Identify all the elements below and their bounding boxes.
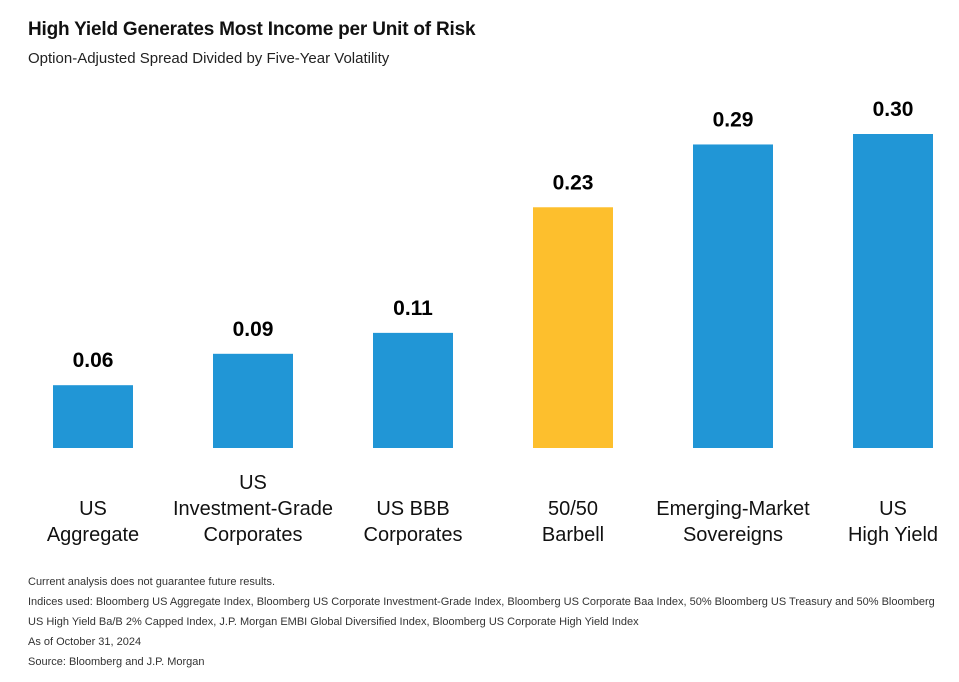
category-label-3-line-1: Barbell [542, 524, 604, 546]
bar-1 [213, 353, 293, 448]
disclaimer-note: Current analysis does not guarantee futu… [28, 576, 276, 588]
chart-subtitle: Option-Adjusted Spread Divided by Five-Y… [28, 50, 390, 67]
category-label-0-line-0: US [79, 498, 107, 520]
value-label-5: 0.30 [873, 98, 914, 121]
value-label-3: 0.23 [553, 171, 594, 194]
bar-4 [693, 144, 773, 448]
source-note: Source: Bloomberg and J.P. Morgan [28, 656, 205, 668]
footnotes: Current analysis does not guarantee futu… [28, 572, 943, 672]
bar-chart: 0.06 US Aggregate 0.09 US Investment-Grade Cor… [47, 98, 938, 546]
category-label-3-line-0: 50/50 [548, 498, 598, 520]
category-label-1-line-1: Investment-Grade [173, 498, 333, 520]
category-label-5-line-0: US [879, 498, 907, 520]
value-label-2: 0.11 [393, 297, 433, 320]
bar-0 [53, 385, 133, 448]
category-label-1-line-2: Corporates [204, 524, 303, 546]
value-label-0: 0.06 [73, 349, 114, 372]
category-label-4-line-0: Emerging-Market [656, 498, 810, 520]
category-label-2-line-1: Corporates [364, 524, 463, 546]
category-label-0-line-1: Aggregate [47, 524, 139, 546]
value-label-1: 0.09 [233, 318, 274, 341]
as-of-note: As of October 31, 2024 [28, 636, 142, 648]
category-label-1-line-0: US [239, 472, 267, 494]
category-label-4-line-1: Sovereigns [683, 524, 783, 546]
indices-note: Indices used: Bloomberg US Aggregate Ind… [28, 596, 935, 628]
category-label-2-line-0: US BBB [376, 498, 449, 520]
bar-5 [853, 134, 933, 448]
category-label-5-line-1: High Yield [848, 524, 938, 546]
value-label-4: 0.29 [713, 108, 754, 131]
bar-3 [533, 207, 613, 448]
chart-title: High Yield Generates Most Income per Uni… [28, 19, 476, 40]
bar-2 [373, 332, 453, 448]
